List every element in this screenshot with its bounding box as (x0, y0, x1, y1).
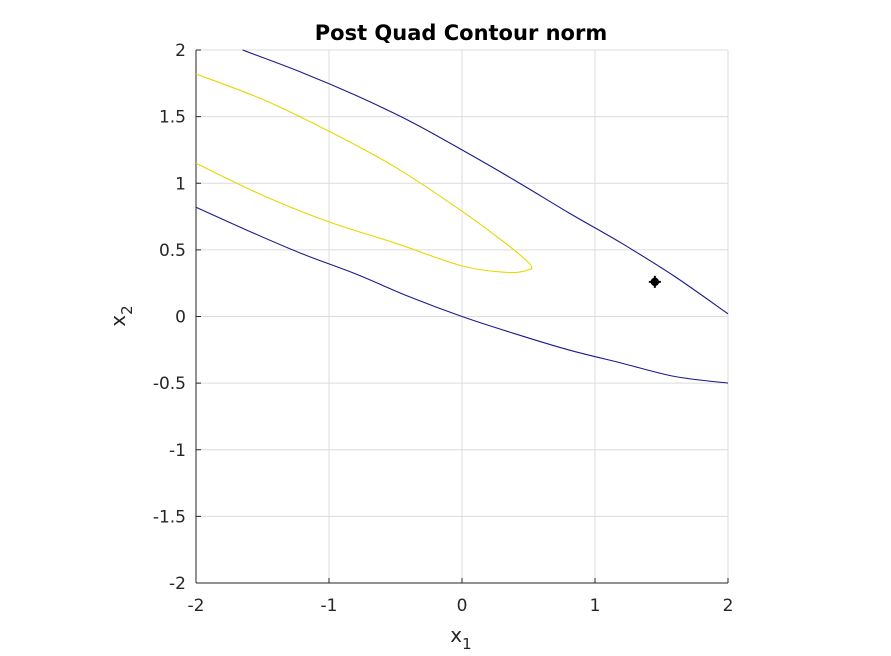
contour-line (195, 206, 729, 384)
y-tick-label: 1.5 (159, 108, 186, 128)
y-tick-label: -2 (169, 574, 186, 594)
y-axis-title-subscript: 2 (118, 305, 136, 315)
x-tick-label: 1 (590, 596, 601, 616)
x-tick-label: 0 (457, 596, 468, 616)
x-tick-label: -2 (188, 596, 205, 616)
chart-title: Post Quad Contour norm (315, 21, 607, 45)
y-tick-label: 0.5 (159, 241, 186, 261)
marker-layer (648, 275, 661, 288)
y-tick-label: -1 (169, 441, 186, 461)
y-tick-label: 2 (175, 41, 186, 61)
tick-labels: -2 -1 0 1 2 -2 -1.5 -1 -0.5 0 0.5 1 1.5 2 (153, 41, 734, 616)
y-tick-label: -0.5 (153, 374, 186, 394)
x-axis-title-subscript: 1 (462, 635, 472, 653)
y-tick-label: 0 (175, 308, 186, 328)
x-axis-title-base: x (450, 623, 462, 647)
y-tick-label: -1.5 (153, 507, 186, 527)
plot-axes (195, 49, 729, 584)
y-axis-title: x2 (106, 305, 136, 326)
x-axis-title: x1 (450, 623, 471, 653)
y-tick-label: 1 (175, 174, 186, 194)
contour-line (195, 73, 533, 274)
contour-line (242, 49, 729, 315)
x-tick-label: 2 (723, 596, 734, 616)
y-axis-title-base: x (106, 315, 130, 327)
contour-lines (195, 49, 729, 384)
x-tick-label: -1 (321, 596, 338, 616)
